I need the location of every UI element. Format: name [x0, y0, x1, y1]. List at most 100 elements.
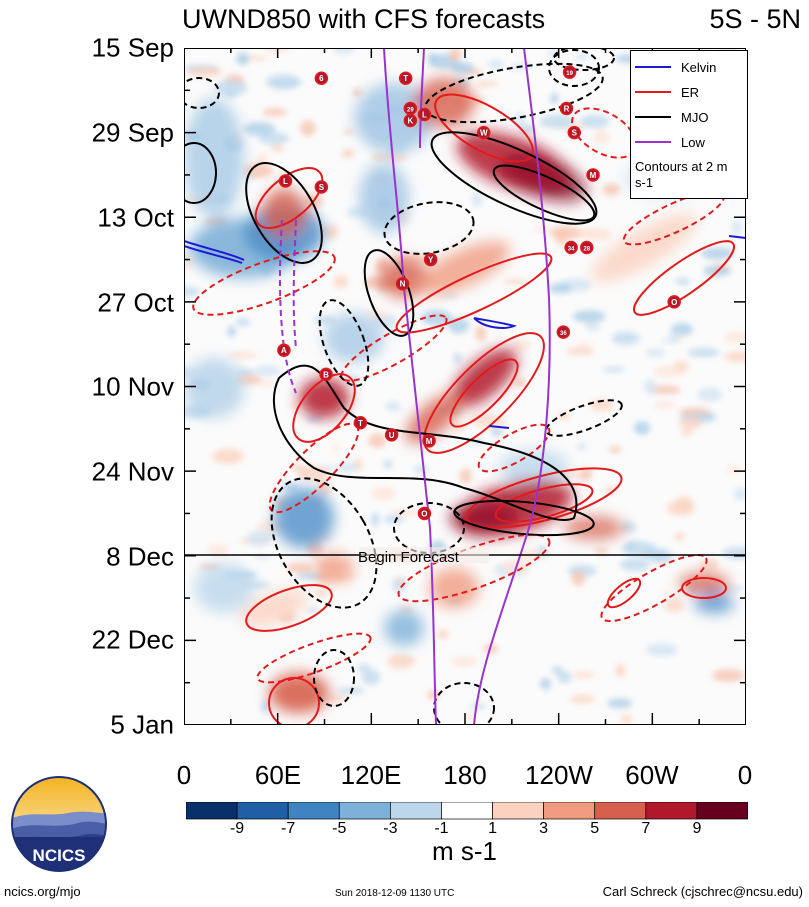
field-speckle	[385, 401, 401, 412]
field-speckle	[227, 325, 236, 337]
y-tick-label: 10 Nov	[91, 371, 174, 402]
storm-symbol	[423, 252, 438, 267]
field-speckle	[606, 698, 633, 709]
field-speckle	[609, 446, 622, 454]
storm-marker: K	[403, 113, 418, 128]
field-speckle	[697, 388, 723, 402]
storm-marker: A	[277, 343, 291, 357]
footer-url[interactable]: ncics.org/mjo	[4, 884, 81, 899]
storm-label: S	[572, 129, 578, 138]
field-speckle	[726, 466, 742, 473]
storm-label: 29	[407, 107, 414, 113]
colorbar-label: 9	[692, 820, 702, 837]
storm-label: S	[319, 183, 325, 192]
field-speckle	[207, 544, 229, 556]
field-speckle	[437, 629, 449, 640]
storm-label: L	[283, 177, 288, 186]
chart-legend: Kelvin ER MJO Low Contours at 2 m s-1	[630, 50, 748, 199]
field-speckle	[679, 416, 702, 430]
field-speckle	[387, 654, 415, 669]
field-speckle	[212, 448, 244, 464]
storm-marker: N	[395, 276, 410, 291]
storm-symbol	[556, 325, 571, 339]
x-tick-label: 0	[737, 760, 753, 790]
storm-symbol	[384, 428, 399, 442]
y-tick-label: 13 Oct	[97, 202, 174, 233]
field-speckle	[664, 598, 684, 613]
colorbar-label: 3	[539, 820, 549, 837]
colorbar-cell	[236, 802, 289, 820]
field-speckle	[306, 608, 320, 613]
storm-symbol	[278, 174, 293, 188]
storm-symbol	[319, 367, 333, 382]
field-speckle	[382, 460, 394, 469]
field-speckle	[732, 220, 742, 234]
colorbar-cell	[390, 802, 442, 820]
colorbar-cell	[186, 802, 238, 820]
storm-label: B	[323, 370, 329, 379]
legend-item-mjo: MJO	[635, 109, 708, 125]
legend-item-er: ER	[635, 84, 699, 100]
field-speckle	[322, 465, 335, 470]
field-speckle	[701, 247, 734, 260]
field-speckle	[333, 275, 348, 288]
storm-label: M	[590, 171, 597, 180]
field-speckle	[540, 678, 551, 690]
ncics-logo: NCICS	[11, 776, 107, 872]
legend-item-low: Low	[635, 134, 705, 150]
storm-label: 34	[568, 246, 575, 252]
storm-marker: W	[476, 125, 491, 140]
field-speckle	[243, 122, 276, 136]
storm-label: U	[389, 431, 395, 440]
storm-marker: 28	[580, 240, 594, 255]
colorbar-cell	[492, 802, 544, 820]
field-speckle	[333, 48, 354, 55]
y-tick-label: 24 Nov	[91, 456, 174, 487]
field-speckle	[371, 487, 396, 501]
field-speckle	[428, 52, 437, 62]
field-speckle	[335, 462, 359, 473]
field-speckle	[678, 407, 711, 415]
field-speckle	[666, 500, 695, 516]
storm-symbol	[567, 125, 582, 140]
field-speckle	[577, 467, 593, 481]
colorbar-label: 5	[590, 820, 600, 837]
field-speckle	[235, 369, 256, 374]
field-speckle	[453, 352, 462, 365]
storm-label: O	[671, 298, 677, 307]
legend-label: Low	[681, 134, 705, 150]
field-speckle	[333, 688, 363, 694]
field-speckle	[332, 444, 341, 452]
field-speckle	[675, 532, 685, 541]
field-speckle	[466, 712, 475, 722]
field-speckle	[687, 348, 720, 358]
field-speckle	[184, 254, 194, 269]
footer-timestamp: Sun 2018-12-09 1130 UTC	[335, 888, 455, 899]
field-speckle	[602, 183, 621, 196]
field-speckle	[612, 331, 640, 345]
storm-symbol	[562, 65, 577, 79]
field-speckle	[256, 154, 268, 164]
storm-marker: 36	[556, 325, 571, 339]
field-speckle	[259, 380, 276, 387]
colorbar-label: 7	[641, 820, 651, 837]
field-speckle	[243, 162, 274, 179]
field-speckle	[550, 92, 559, 104]
y-tick-label: 15 Sep	[91, 32, 174, 63]
field-speckle	[300, 120, 316, 137]
field-speckle	[569, 695, 595, 703]
field-speckle	[421, 309, 453, 326]
field-speckle	[448, 48, 462, 62]
field-speckle	[502, 279, 529, 285]
field-speckle	[214, 79, 248, 96]
storm-marker: M	[586, 168, 600, 182]
field-speckle	[724, 351, 746, 363]
field-speckle	[650, 385, 681, 395]
field-speckle	[361, 669, 381, 685]
field-speckle	[571, 570, 586, 586]
field-speckle	[254, 365, 281, 376]
legend-swatch	[635, 66, 671, 68]
storm-label: 36	[560, 331, 567, 337]
x-tick-label: 0	[176, 760, 192, 790]
field-speckle	[450, 656, 478, 667]
